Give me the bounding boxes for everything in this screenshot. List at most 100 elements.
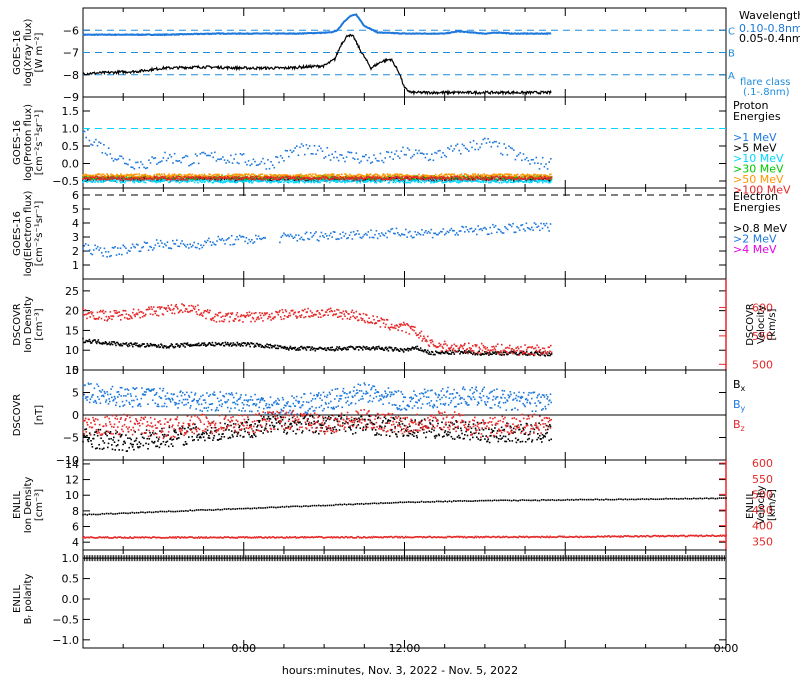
data-point — [255, 312, 257, 314]
data-point — [514, 175, 517, 178]
data-point — [153, 175, 156, 178]
data-point — [318, 145, 321, 147]
data-point — [225, 313, 227, 315]
data-point — [292, 313, 295, 316]
data-point — [495, 140, 497, 143]
data-point — [102, 176, 104, 178]
data-point — [441, 178, 444, 180]
data-point — [197, 344, 199, 347]
data-point — [82, 131, 84, 134]
data-point — [266, 312, 268, 314]
data-point — [304, 308, 306, 311]
data-point — [136, 342, 138, 345]
data-point — [188, 164, 190, 167]
data-point — [111, 177, 113, 180]
data-point — [216, 240, 218, 242]
data-point — [437, 150, 440, 152]
data-point — [427, 353, 430, 355]
data-point — [480, 178, 482, 180]
data-point — [448, 348, 451, 351]
data-point — [131, 317, 133, 320]
data-point — [293, 179, 296, 182]
data-point — [373, 318, 375, 321]
data-point — [237, 178, 239, 181]
data-point — [514, 178, 517, 180]
data-point — [125, 174, 128, 176]
data-point — [449, 178, 452, 181]
data-point — [273, 346, 276, 348]
data-point — [535, 349, 538, 352]
data-point — [180, 161, 182, 164]
data-point — [152, 306, 155, 308]
data-point — [244, 161, 247, 164]
data-point — [473, 177, 476, 180]
data-point — [300, 345, 303, 348]
data-point — [549, 350, 551, 352]
data-point — [164, 176, 166, 178]
data-point — [415, 149, 417, 151]
data-point — [383, 175, 386, 177]
data-point — [501, 181, 503, 184]
data-point — [378, 233, 380, 235]
data-point — [398, 350, 401, 352]
data-point — [91, 341, 93, 344]
data-point — [140, 176, 143, 179]
data-point — [451, 180, 453, 183]
data-point — [479, 146, 481, 149]
data-point — [271, 312, 273, 315]
data-point — [277, 347, 280, 350]
data-point — [507, 177, 509, 179]
data-point — [117, 158, 120, 160]
data-point — [441, 231, 443, 233]
data-point — [478, 346, 480, 349]
data-point — [173, 152, 176, 155]
data-point — [481, 229, 483, 232]
data-point — [365, 346, 368, 348]
data-point — [489, 226, 491, 229]
data-point — [260, 160, 263, 163]
data-point — [540, 353, 542, 356]
data-point — [216, 173, 218, 176]
data-point — [397, 174, 399, 176]
data-point — [344, 160, 346, 163]
data-point — [196, 313, 198, 316]
data-point — [349, 318, 351, 320]
data-point — [103, 180, 106, 183]
data-point — [98, 316, 100, 319]
data-point — [495, 173, 497, 176]
right-y-label-line: Velocity — [756, 305, 767, 344]
data-point — [283, 232, 285, 235]
data-point — [345, 176, 347, 178]
data-point — [260, 317, 263, 319]
data-point — [353, 177, 355, 179]
data-point — [481, 349, 484, 352]
data-point — [151, 308, 153, 310]
data-point — [440, 173, 443, 175]
data-point — [302, 145, 304, 147]
data-point — [483, 178, 485, 180]
data-point — [521, 177, 523, 179]
data-point — [430, 341, 432, 344]
data-point — [517, 153, 520, 156]
data-point — [407, 349, 410, 352]
data-point — [226, 180, 228, 183]
data-point — [270, 344, 272, 347]
data-point — [447, 175, 449, 178]
data-point — [501, 153, 504, 156]
data-point — [341, 177, 344, 179]
data-point — [478, 228, 481, 231]
data-point — [354, 234, 356, 236]
y-tick-label: 5 — [72, 203, 79, 216]
data-point — [466, 148, 468, 151]
data-point — [402, 146, 404, 149]
data-point — [421, 340, 423, 342]
data-point — [408, 149, 411, 151]
data-point — [312, 179, 314, 182]
data-point — [268, 347, 271, 349]
data-point — [437, 233, 439, 236]
data-point — [409, 176, 411, 179]
data-point — [379, 181, 382, 183]
data-point — [144, 173, 147, 176]
